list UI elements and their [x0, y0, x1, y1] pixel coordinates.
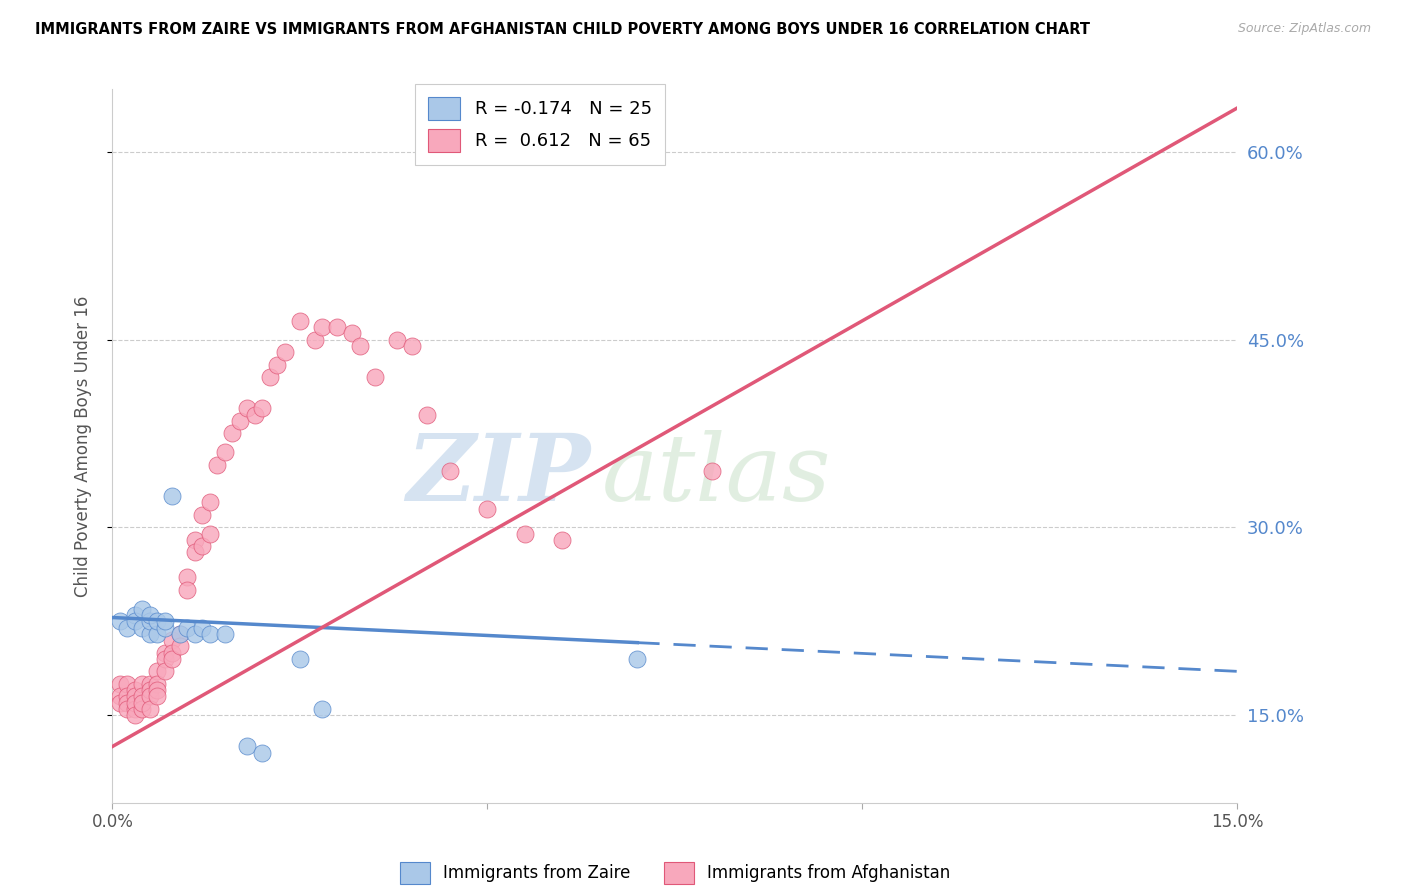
Point: [153, 646, 176, 660]
Point: [131, 696, 153, 710]
Point: [236, 401, 259, 416]
Point: [259, 370, 281, 384]
Point: [131, 601, 153, 615]
Point: [184, 533, 207, 547]
Point: [439, 464, 461, 478]
Point: [139, 607, 162, 622]
Point: [184, 545, 207, 559]
Point: [304, 333, 326, 347]
Point: [416, 408, 439, 422]
Point: [146, 683, 169, 698]
Point: [131, 621, 153, 635]
Point: [139, 614, 162, 628]
Point: [117, 696, 139, 710]
Point: [117, 677, 139, 691]
Point: [191, 621, 214, 635]
Point: [146, 665, 169, 679]
Point: [169, 627, 191, 641]
Point: [252, 401, 274, 416]
Point: [626, 652, 648, 666]
Point: [214, 445, 236, 459]
Point: [139, 627, 162, 641]
Point: [117, 690, 139, 704]
Point: [176, 570, 198, 584]
Point: [401, 339, 423, 353]
Point: [139, 677, 162, 691]
Point: [387, 333, 409, 347]
Point: [176, 582, 198, 597]
Point: [184, 627, 207, 641]
Text: atlas: atlas: [602, 430, 831, 519]
Point: [311, 702, 333, 716]
Point: [198, 627, 221, 641]
Point: [146, 690, 169, 704]
Point: [326, 320, 349, 334]
Point: [131, 690, 153, 704]
Text: ZIP: ZIP: [406, 430, 591, 519]
Point: [162, 633, 184, 648]
Point: [191, 539, 214, 553]
Point: [153, 614, 176, 628]
Point: [108, 614, 131, 628]
Point: [108, 690, 131, 704]
Point: [274, 345, 297, 359]
Point: [364, 370, 387, 384]
Point: [124, 607, 146, 622]
Point: [108, 696, 131, 710]
Point: [131, 702, 153, 716]
Point: [702, 464, 724, 478]
Point: [146, 627, 169, 641]
Point: [198, 526, 221, 541]
Point: [146, 677, 169, 691]
Point: [243, 408, 266, 422]
Point: [124, 696, 146, 710]
Point: [191, 508, 214, 522]
Point: [108, 677, 131, 691]
Point: [266, 358, 288, 372]
Point: [124, 683, 146, 698]
Point: [124, 708, 146, 723]
Point: [131, 677, 153, 691]
Point: [117, 621, 139, 635]
Point: [207, 458, 229, 472]
Point: [513, 526, 536, 541]
Point: [342, 326, 364, 341]
Point: [153, 621, 176, 635]
Point: [169, 640, 191, 654]
Point: [169, 627, 191, 641]
Point: [153, 665, 176, 679]
Point: [214, 627, 236, 641]
Y-axis label: Child Poverty Among Boys Under 16: Child Poverty Among Boys Under 16: [73, 295, 91, 597]
Point: [229, 414, 252, 428]
Point: [176, 621, 198, 635]
Point: [288, 652, 311, 666]
Point: [311, 320, 333, 334]
Point: [162, 489, 184, 503]
Point: [252, 746, 274, 760]
Point: [221, 426, 243, 441]
Point: [288, 314, 311, 328]
Point: [117, 702, 139, 716]
Text: Source: ZipAtlas.com: Source: ZipAtlas.com: [1237, 22, 1371, 36]
Point: [153, 652, 176, 666]
Legend: Immigrants from Zaire, Immigrants from Afghanistan: Immigrants from Zaire, Immigrants from A…: [391, 854, 959, 892]
Point: [551, 533, 574, 547]
Point: [162, 646, 184, 660]
Point: [198, 495, 221, 509]
Point: [139, 683, 162, 698]
Point: [146, 614, 169, 628]
Point: [139, 690, 162, 704]
Point: [162, 652, 184, 666]
Text: IMMIGRANTS FROM ZAIRE VS IMMIGRANTS FROM AFGHANISTAN CHILD POVERTY AMONG BOYS UN: IMMIGRANTS FROM ZAIRE VS IMMIGRANTS FROM…: [35, 22, 1090, 37]
Point: [124, 702, 146, 716]
Point: [236, 739, 259, 754]
Point: [477, 501, 499, 516]
Point: [124, 690, 146, 704]
Point: [124, 614, 146, 628]
Point: [349, 339, 371, 353]
Point: [139, 702, 162, 716]
